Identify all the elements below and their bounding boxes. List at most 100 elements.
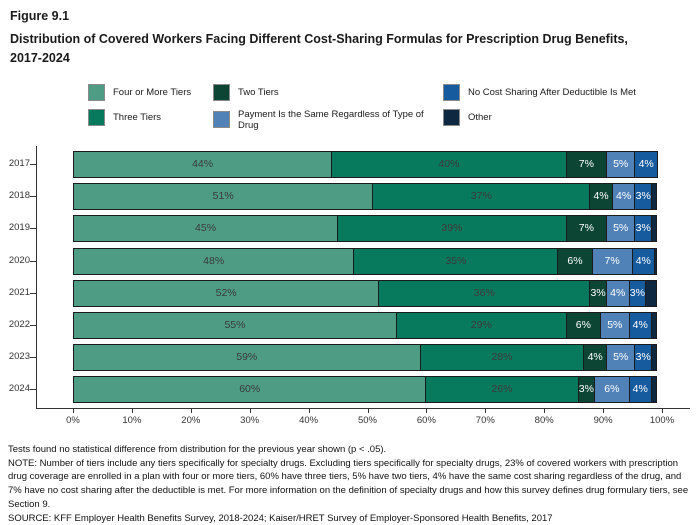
legend-swatch: [88, 108, 105, 126]
bar-segment-label: 26%: [491, 383, 513, 396]
x-axis-tick-label: 90%: [593, 414, 613, 426]
figure-number: Figure 9.1: [10, 9, 70, 23]
x-axis-tick: [190, 408, 192, 413]
x-axis-tick-label: 80%: [534, 414, 554, 426]
bar-segment: 6%: [557, 247, 593, 275]
bar-segment: 3%: [634, 182, 653, 210]
bar-segment-label: 4%: [587, 351, 603, 364]
bar-segment: 6%: [565, 311, 602, 339]
bar-segment: 36%: [378, 279, 591, 307]
bar-segment-label: 6%: [575, 319, 591, 332]
bar-segment-label: 51%: [212, 190, 234, 203]
bar-segment-label: 3%: [635, 190, 651, 203]
note-text: NOTE: Number of tiers include any tiers …: [8, 457, 689, 510]
legend-column: No Cost Sharing After Deductible Is Met O…: [443, 83, 693, 131]
bar-row: 60% 26% 3% 6% 4%: [73, 375, 662, 403]
bar-segment: 52%: [73, 279, 380, 307]
bar-segment: 4%: [611, 182, 636, 210]
legend-item: Two Tiers: [213, 83, 443, 101]
stat-note: Tests found no statistical difference fr…: [8, 443, 387, 455]
bar-segment-label: 3%: [578, 383, 594, 396]
year-label: 2018: [8, 189, 30, 201]
bar-segment: 4%: [628, 375, 653, 403]
legend-column: Two Tiers Payment Is the Same Regardless …: [213, 83, 443, 131]
bar-segment-label: 6%: [567, 255, 583, 268]
bar-segment-label: 5%: [613, 158, 629, 171]
bar-segment: 55%: [73, 311, 397, 339]
x-axis-tick: [485, 408, 487, 413]
x-axis-tick-label: 60%: [416, 414, 436, 426]
year-tick: [30, 260, 36, 262]
bar-segment-label: 4%: [616, 190, 632, 203]
bar-segment: 35%: [353, 247, 559, 275]
bar-segment: 3%: [628, 279, 647, 307]
bar-segment: 7%: [565, 150, 607, 178]
footnotes: Tests found no statistical difference fr…: [0, 434, 698, 525]
bar-segment-label: 40%: [438, 158, 460, 171]
year-tick: [30, 388, 36, 390]
year-tick: [30, 195, 36, 197]
legend-item-label: Three Tiers: [113, 111, 162, 123]
bar-segment: [645, 279, 657, 307]
bar-segment-label: 35%: [445, 255, 467, 268]
bar-segment-label: 45%: [195, 222, 217, 235]
year-label: 2022: [8, 318, 30, 330]
x-axis-tick-label: 10%: [122, 414, 142, 426]
legend-swatch: [88, 83, 105, 101]
year-tick: [30, 292, 36, 294]
legend-item-label: Payment Is the Same Regardless of Type o…: [238, 108, 424, 131]
x-axis-tick-label: 40%: [299, 414, 319, 426]
bar-segment-label: 36%: [473, 287, 495, 300]
bar-segment-label: 5%: [613, 222, 629, 235]
bar-segment: 6%: [594, 375, 630, 403]
bar-segment-label: 7%: [578, 158, 594, 171]
bar-segment: 3%: [634, 343, 653, 371]
bar-segment: 5%: [605, 150, 636, 178]
bar-segment: 5%: [600, 311, 630, 339]
bar-row: 55% 29% 6% 5% 4%: [73, 311, 662, 339]
x-axis-tick-label: 70%: [475, 414, 495, 426]
bar-segment-label: 28%: [491, 351, 513, 364]
bar-segment: 3%: [589, 279, 607, 307]
legend-column: Four or More Tiers Three Tiers: [88, 83, 213, 131]
bar-segment: 4%: [589, 182, 613, 210]
bar-segment: 40%: [331, 150, 567, 178]
bar-segment: 29%: [395, 311, 567, 339]
bar-segment-label: 48%: [203, 255, 225, 268]
bar-segment-label: 44%: [192, 158, 214, 171]
y-axis-line: [36, 145, 37, 409]
year-tick: [30, 356, 36, 358]
bar-segment: [651, 214, 657, 242]
legend-swatch: [213, 83, 230, 101]
year-label: 2019: [8, 221, 30, 233]
bar-segment-label: 6%: [604, 383, 620, 396]
bar-segment: 45%: [73, 214, 339, 242]
bar-row: 59% 28% 4% 5% 3%: [73, 343, 662, 371]
x-axis-tick: [426, 408, 428, 413]
bar-segment: 28%: [419, 343, 585, 371]
legend-item: Three Tiers: [88, 108, 213, 126]
legend-swatch: [443, 83, 460, 101]
x-axis-tick-label: 100%: [649, 414, 675, 426]
figure-title: Distribution of Covered Workers Facing D…: [10, 32, 628, 66]
bar-segment: [651, 311, 657, 339]
x-axis-line: [36, 407, 690, 409]
legend-item: Payment Is the Same Regardless of Type o…: [213, 109, 443, 131]
bar-row: 44% 40% 7% 5% 4%: [73, 150, 662, 178]
bar-segment: 5%: [605, 214, 636, 242]
legend-swatch: [213, 111, 230, 129]
bar-segment-label: 55%: [224, 319, 246, 332]
x-axis-tick: [544, 408, 546, 413]
year-tick: [30, 227, 36, 229]
bar-segment-label: 3%: [635, 351, 651, 364]
bar-segment-label: 4%: [632, 383, 648, 396]
bar-segment-label: 3%: [590, 287, 606, 300]
bar-segment: 48%: [73, 247, 355, 275]
bar-row: 52% 36% 3% 4% 3%: [73, 279, 662, 307]
bar-segment: 59%: [73, 343, 421, 371]
x-axis-tick: [73, 408, 74, 413]
bar-segment-label: 4%: [593, 190, 609, 203]
x-axis-tick-label: 0%: [66, 414, 80, 426]
x-axis-tick: [131, 408, 133, 413]
x-axis-tick-label: 20%: [181, 414, 201, 426]
